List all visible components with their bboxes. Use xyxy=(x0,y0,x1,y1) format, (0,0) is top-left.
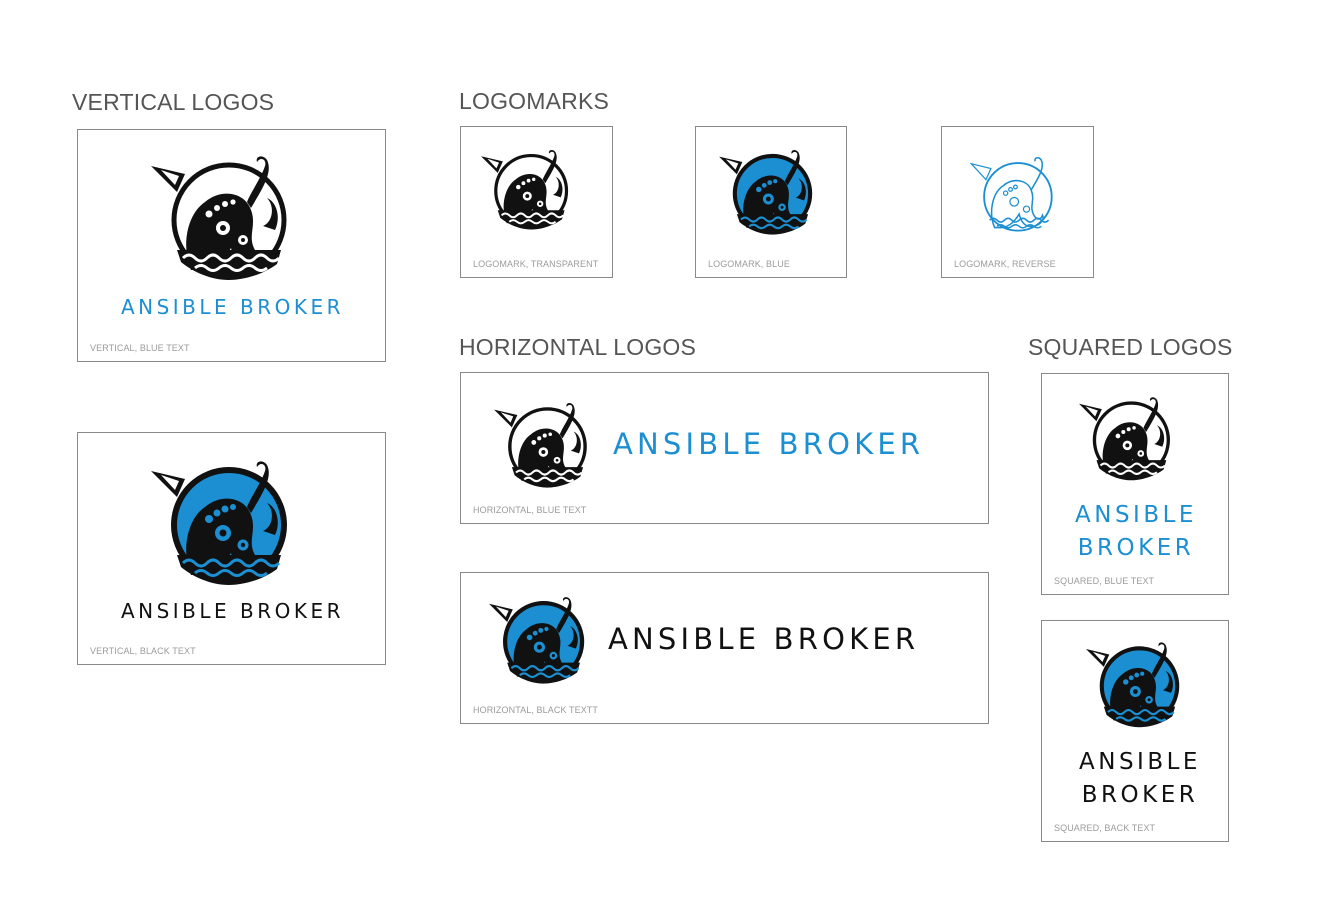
logo-card-horizontal-black[interactable]: ANSIBLE BROKER HORIZONTAL, BLACK TEXTT xyxy=(460,572,989,724)
logo-caption: SQUARED, BLUE TEXT xyxy=(1054,576,1155,586)
logomark-icon xyxy=(970,155,1056,235)
brand-name-line1: ANSIBLE xyxy=(1079,749,1201,775)
logo-card-vertical-blue[interactable]: ANSIBLE BROKER VERTICAL, BLUE TEXT xyxy=(77,129,386,362)
logo-caption: SQUARED, BACK TEXT xyxy=(1054,823,1156,833)
section-title-horizontal: HORIZONTAL LOGOS xyxy=(459,334,697,360)
logo-caption: HORIZONTAL, BLUE TEXT xyxy=(473,505,587,515)
logo-card-mark-transparent[interactable]: LOGOMARK, TRANSPARENT xyxy=(460,126,613,278)
brand-name-line2: BROKER xyxy=(1077,535,1195,561)
logo-card-mark-reverse[interactable]: LOGOMARK, REVERSE xyxy=(941,126,1094,278)
brand-name-line2: BROKER xyxy=(1081,782,1199,808)
logo-caption: HORIZONTAL, BLACK TEXTT xyxy=(473,705,598,715)
logo-caption: VERTICAL, BLACK TEXT xyxy=(90,646,196,656)
section-title-logomarks: LOGOMARKS xyxy=(459,88,610,114)
logomark-icon xyxy=(151,152,291,282)
logo-card-squared-black[interactable]: ANSIBLE BROKER SQUARED, BACK TEXT xyxy=(1041,620,1229,842)
logomark-icon xyxy=(481,147,571,231)
logomark-icon xyxy=(489,594,587,685)
brand-name-text: ANSIBLE BROKER xyxy=(613,427,925,461)
section-title-vertical: VERTICAL LOGOS xyxy=(72,89,275,115)
logo-caption: LOGOMARK, REVERSE xyxy=(954,259,1056,269)
section-title-squared: SQUARED LOGOS xyxy=(1028,334,1233,360)
logomark-icon xyxy=(719,147,815,236)
brand-name-line1: ANSIBLE xyxy=(1075,502,1197,528)
brand-name-text: ANSIBLE BROKER xyxy=(120,599,345,623)
logomark-icon xyxy=(1079,394,1173,482)
logo-caption: LOGOMARK, BLUE xyxy=(708,259,790,269)
logo-caption: VERTICAL, BLUE TEXT xyxy=(90,343,190,353)
brand-name-text: ANSIBLE BROKER xyxy=(608,622,920,656)
logomark-icon xyxy=(494,400,590,489)
logomark-icon xyxy=(151,457,291,587)
brand-name-text: ANSIBLE BROKER xyxy=(120,295,345,319)
logo-caption: LOGOMARK, TRANSPARENT xyxy=(473,259,599,269)
logo-card-mark-blue[interactable]: LOGOMARK, BLUE xyxy=(695,126,847,278)
logomark-icon xyxy=(1086,639,1182,729)
logo-card-squared-blue[interactable]: ANSIBLE BROKER SQUARED, BLUE TEXT xyxy=(1041,373,1229,595)
logo-card-vertical-black[interactable]: ANSIBLE BROKER VERTICAL, BLACK TEXT xyxy=(77,432,386,665)
logo-card-horizontal-blue[interactable]: ANSIBLE BROKER HORIZONTAL, BLUE TEXT xyxy=(460,372,989,524)
